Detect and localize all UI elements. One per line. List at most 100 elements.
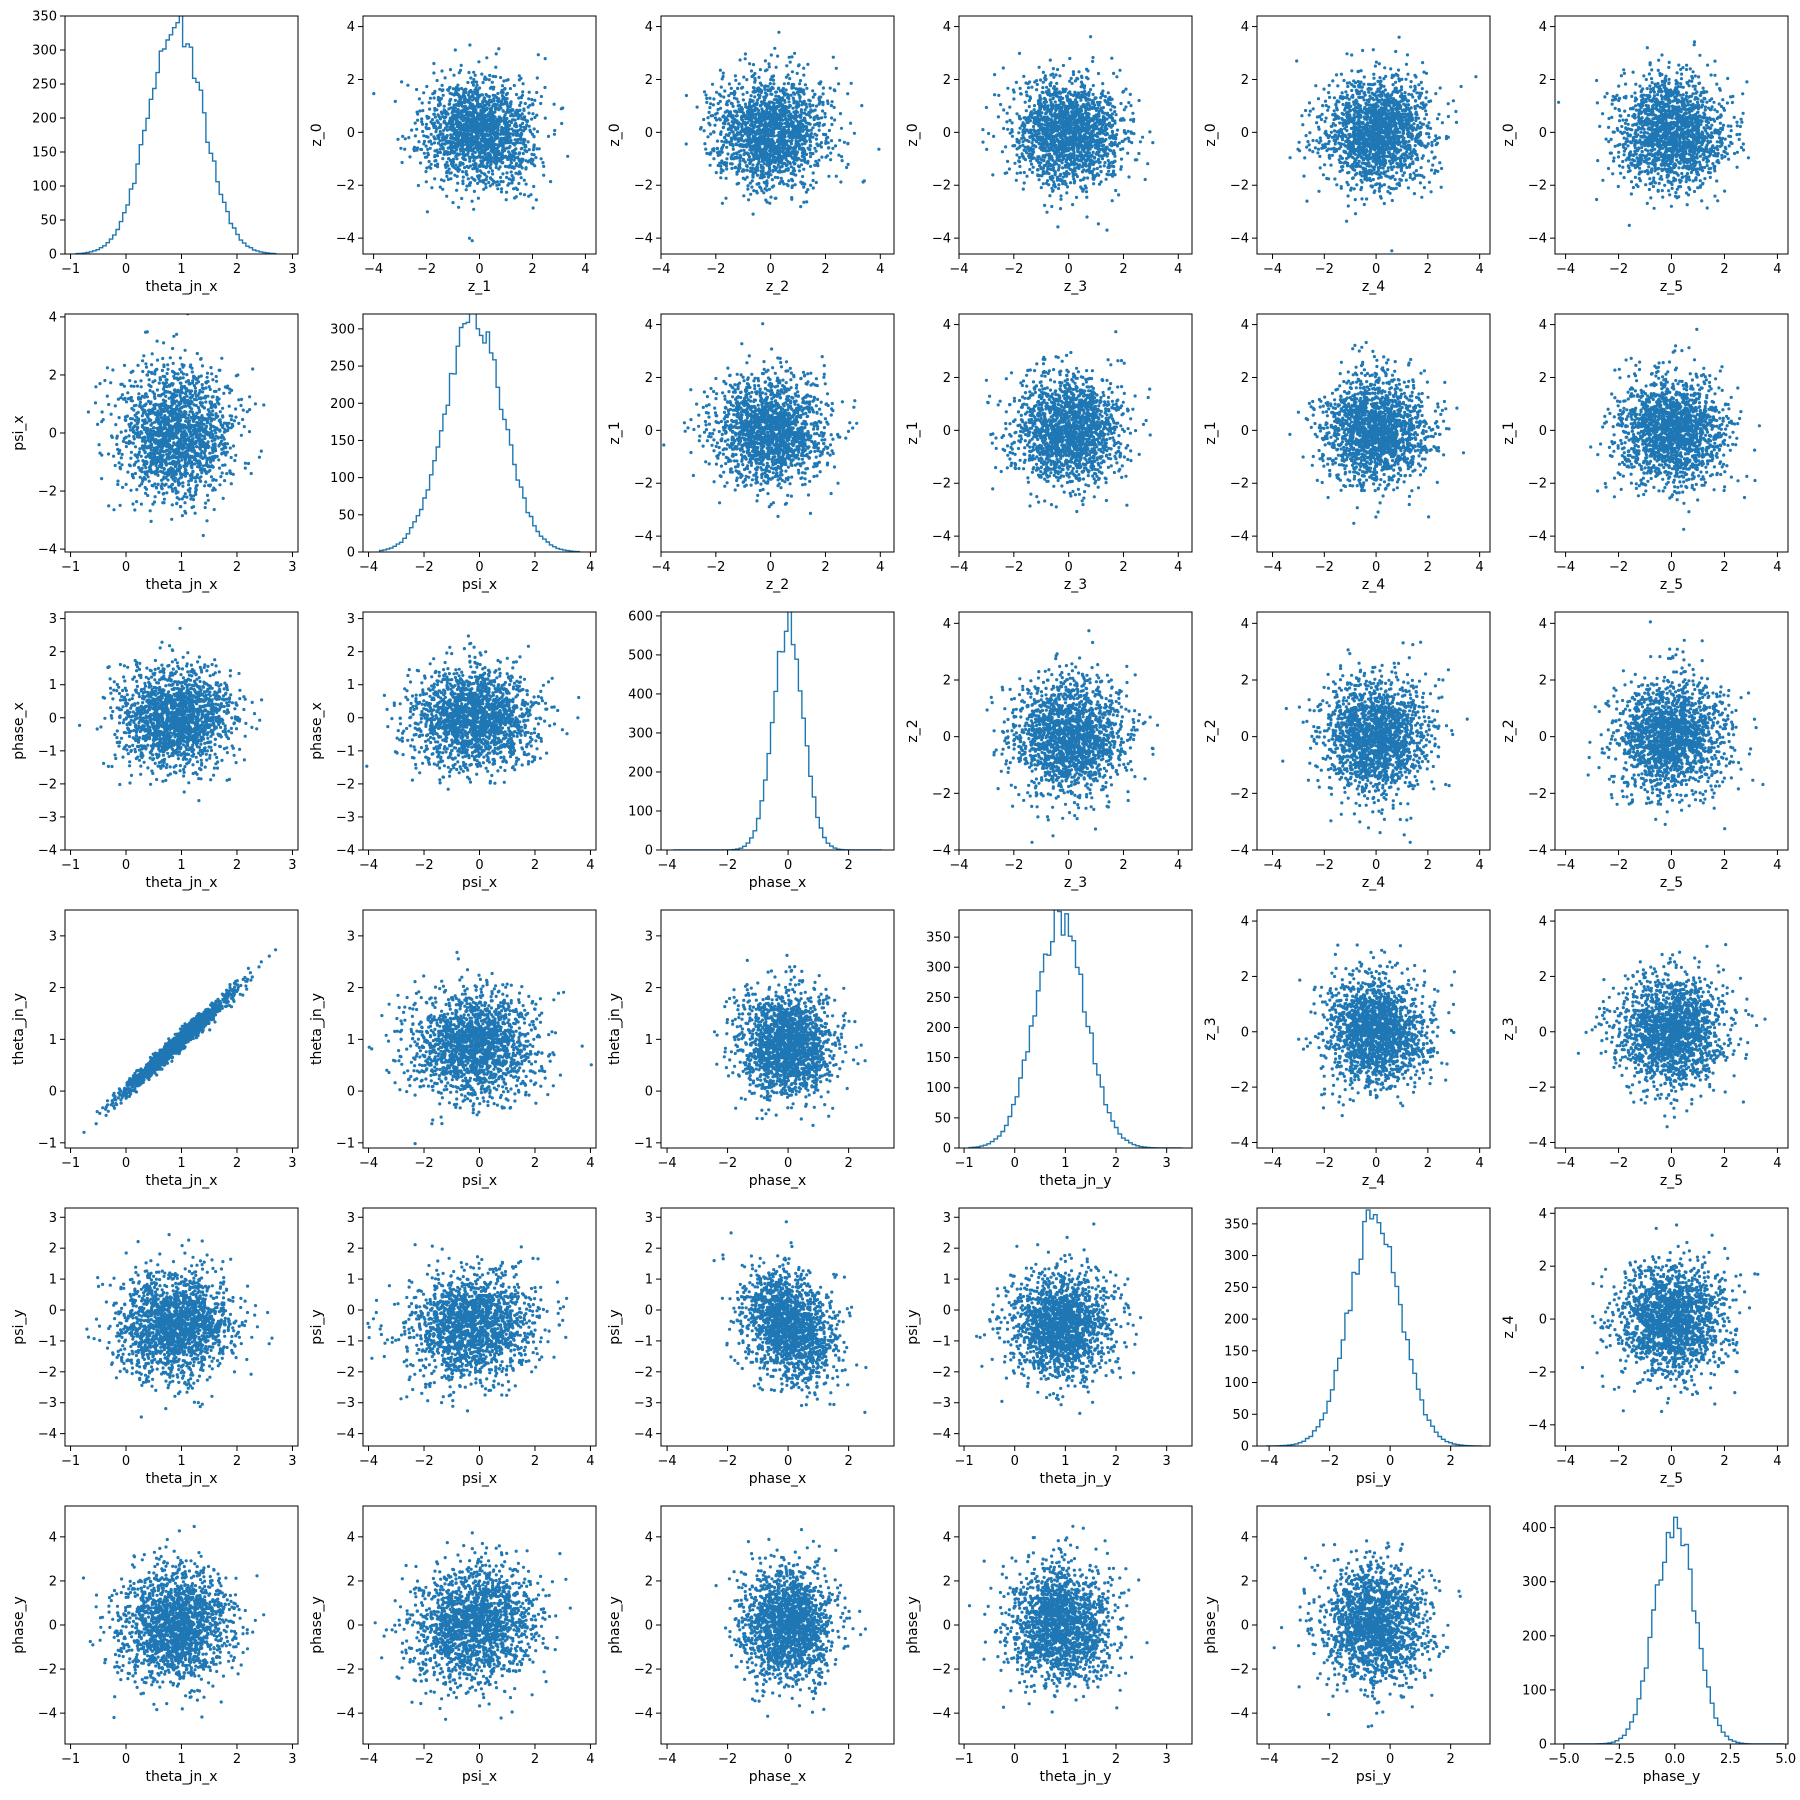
scatter-point <box>487 78 491 82</box>
scatter-point <box>500 187 504 191</box>
scatter-point <box>784 111 789 115</box>
scatter-point <box>753 71 757 76</box>
scatter-point <box>481 178 485 183</box>
scatter-point <box>476 196 480 200</box>
scatter-point <box>462 126 466 130</box>
scatter-point <box>493 94 497 98</box>
scatter-point <box>813 115 818 119</box>
scatter-point <box>424 144 428 148</box>
scatter-point <box>1084 169 1088 173</box>
scatter-point <box>775 156 779 160</box>
scatter-point <box>1062 101 1066 105</box>
scatter-point <box>454 154 458 158</box>
scatter-point <box>438 87 442 91</box>
scatter-point <box>767 142 772 146</box>
scatter-point <box>762 180 766 184</box>
scatter-point <box>485 175 489 179</box>
scatter-point <box>730 129 734 133</box>
scatter-point <box>1091 150 1095 154</box>
scatter-point <box>1055 158 1059 162</box>
scatter-point <box>776 143 780 148</box>
scatter-point <box>443 142 447 146</box>
scatter-point <box>452 73 456 77</box>
scatter-point <box>531 206 535 210</box>
scatter-point <box>788 103 792 107</box>
scatter-point <box>1122 108 1126 112</box>
scatter-point <box>772 128 776 132</box>
scatter-point <box>765 179 769 183</box>
scatter-point <box>546 134 551 138</box>
scatter-point <box>729 136 734 141</box>
scatter-point <box>463 104 467 108</box>
scatter-point <box>780 122 784 126</box>
scatter-point <box>510 174 514 178</box>
scatter-point <box>746 137 751 141</box>
scatter-point <box>822 122 826 127</box>
scatter-point <box>805 131 809 136</box>
scatter-point <box>496 145 500 149</box>
scatter-point <box>449 141 454 145</box>
scatter-point <box>771 108 775 112</box>
scatter-point <box>719 106 723 110</box>
y-tick-label: 200 <box>32 112 57 127</box>
scatter-point <box>702 129 706 133</box>
scatter-point <box>769 53 773 57</box>
scatter-point <box>792 101 796 105</box>
scatter-point <box>754 106 758 110</box>
scatter-point <box>766 172 770 176</box>
scatter-point <box>1065 146 1069 150</box>
scatter-point <box>742 159 746 163</box>
scatter-point <box>776 176 780 180</box>
scatter-point <box>508 87 512 91</box>
scatter-point <box>741 169 746 173</box>
scatter-point <box>406 83 410 87</box>
scatter-point <box>527 90 531 94</box>
scatter-point <box>541 161 545 165</box>
scatter-point <box>762 191 766 195</box>
scatter-point <box>484 178 488 182</box>
scatter-point <box>505 175 509 179</box>
scatter-point <box>420 101 424 105</box>
scatter-point <box>497 97 501 101</box>
scatter-point <box>1064 138 1068 142</box>
scatter-point <box>724 176 728 180</box>
scatter-point <box>704 147 708 151</box>
scatter-point <box>780 179 784 183</box>
scatter-point <box>802 73 806 77</box>
scatter-point <box>695 105 699 109</box>
scatter-point <box>1137 151 1141 156</box>
scatter-point <box>785 123 789 127</box>
scatter-point <box>802 91 806 95</box>
scatter-point <box>502 79 506 83</box>
scatter-point <box>730 116 734 120</box>
scatter-point <box>781 89 785 93</box>
scatter-point <box>536 53 540 57</box>
scatter-point <box>796 140 800 144</box>
scatter-point <box>466 106 470 111</box>
scatter-point <box>747 105 751 109</box>
scatter-point <box>522 193 527 197</box>
scatter-point <box>795 100 799 104</box>
scatter-point <box>420 120 424 124</box>
scatter-point <box>708 106 712 110</box>
scatter-point <box>824 139 828 143</box>
scatter-point <box>518 103 522 107</box>
scatter-point <box>762 130 766 134</box>
scatter-point <box>804 160 808 164</box>
scatter-point <box>827 174 831 178</box>
scatter-point <box>1023 100 1027 104</box>
scatter-point <box>786 129 790 133</box>
scatter-point <box>505 190 509 194</box>
scatter-point <box>746 187 750 191</box>
scatter-point <box>830 116 834 120</box>
scatter-point <box>770 149 774 153</box>
scatter-point <box>1132 117 1136 121</box>
scatter-point <box>466 125 470 129</box>
scatter-point <box>494 65 498 69</box>
scatter-point <box>790 196 794 200</box>
scatter-point <box>803 137 807 141</box>
scatter-point <box>499 75 503 80</box>
scatter-point <box>455 118 459 122</box>
scatter-point <box>444 151 448 155</box>
scatter-point <box>1106 159 1110 163</box>
